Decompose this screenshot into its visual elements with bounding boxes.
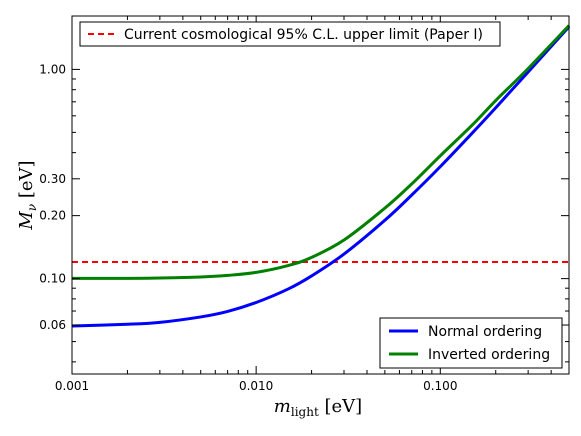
- x-tick-label: 0.100: [423, 379, 457, 393]
- y-tick-label: 0.20: [39, 209, 66, 223]
- legend-label-inverted: Inverted ordering: [428, 347, 550, 363]
- plot-frame: [71, 15, 570, 375]
- y-tick-label: 1.00: [39, 62, 66, 76]
- legend-label-normal: Normal ordering: [428, 324, 542, 340]
- series-line-inverted-ordering: [71, 24, 571, 280]
- legend-hline: Current cosmological 95% C.L. upper limi…: [79, 21, 501, 47]
- legend-hline-box: [79, 21, 501, 47]
- x-axis-label: mlight [eV]: [274, 396, 362, 419]
- ticks-layer: 0.001 0.010 0.100 0.06 0.10 0.20 0.30 1.00: [39, 16, 570, 393]
- y-tick-label: 0.10: [39, 272, 66, 286]
- y-tick-label: 0.06: [39, 318, 66, 332]
- x-tick-label: 0.001: [55, 379, 89, 393]
- legend-hline-label: Current cosmological 95% C.L. upper limi…: [124, 27, 483, 43]
- series-line-normal-ordering: [71, 25, 571, 328]
- legend-series-box: [379, 317, 563, 369]
- series-layer: [71, 24, 571, 328]
- y-axis-label: Mν [eV]: [16, 160, 39, 230]
- x-tick-label: 0.010: [239, 379, 273, 393]
- legend-series: Normal ordering Inverted ordering: [379, 317, 563, 369]
- plot-area: [72, 16, 569, 374]
- y-tick-label: 0.30: [39, 172, 66, 186]
